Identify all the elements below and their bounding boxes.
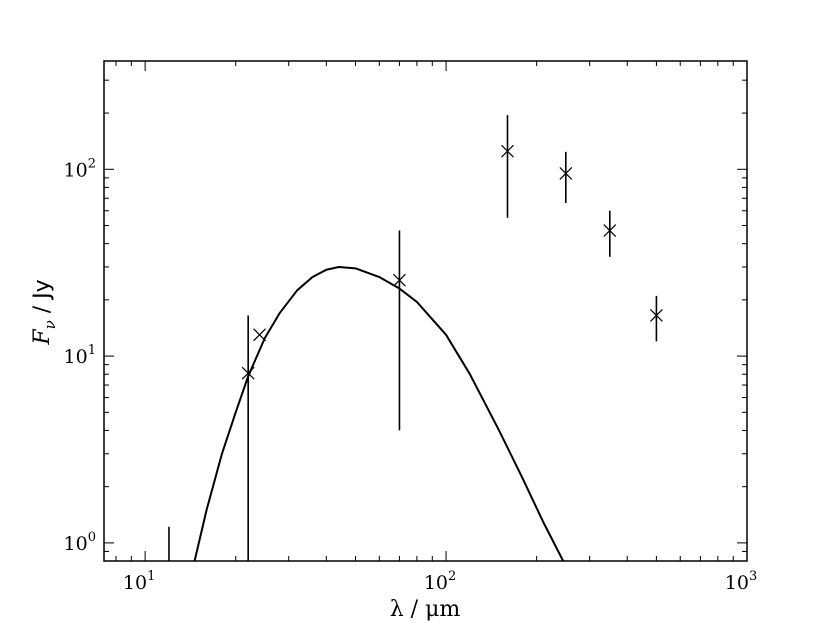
data-point <box>253 328 266 342</box>
x-marker <box>241 366 255 380</box>
y-axis-label-symbol: F <box>30 329 55 346</box>
x-tick-label: 101 <box>123 569 155 594</box>
x-marker <box>649 309 663 322</box>
data-point <box>393 230 406 431</box>
x-marker <box>253 328 266 342</box>
x-axis-label: λ / μm <box>390 597 461 622</box>
x-marker <box>393 273 406 287</box>
x-tick-label: 103 <box>725 569 757 594</box>
x-marker <box>501 144 514 158</box>
data-point <box>649 295 663 342</box>
y-tick-label: 102 <box>64 156 96 181</box>
data-point <box>241 315 255 561</box>
y-axis-label: Fν / Jy <box>30 279 59 345</box>
x-axis: 101 102 103 <box>115 61 757 594</box>
data-point <box>559 151 573 204</box>
y-axis: 100 101 102 <box>64 79 747 562</box>
y-axis-label-subscript: ν <box>41 320 59 329</box>
y-tick-label: 101 <box>64 343 96 368</box>
x-tick-label: 102 <box>424 569 456 594</box>
model-curve-layer <box>193 265 565 561</box>
data-point <box>603 210 617 257</box>
x-marker <box>559 167 573 180</box>
data-points-layer <box>168 115 663 561</box>
x-marker <box>603 224 617 237</box>
model-sed-curve <box>193 265 565 561</box>
y-axis-label-unit: / Jy <box>30 279 55 320</box>
svg-text:Fν / Jy: Fν / Jy <box>30 279 59 345</box>
y-tick-label: 100 <box>64 530 96 555</box>
data-point <box>501 115 514 218</box>
